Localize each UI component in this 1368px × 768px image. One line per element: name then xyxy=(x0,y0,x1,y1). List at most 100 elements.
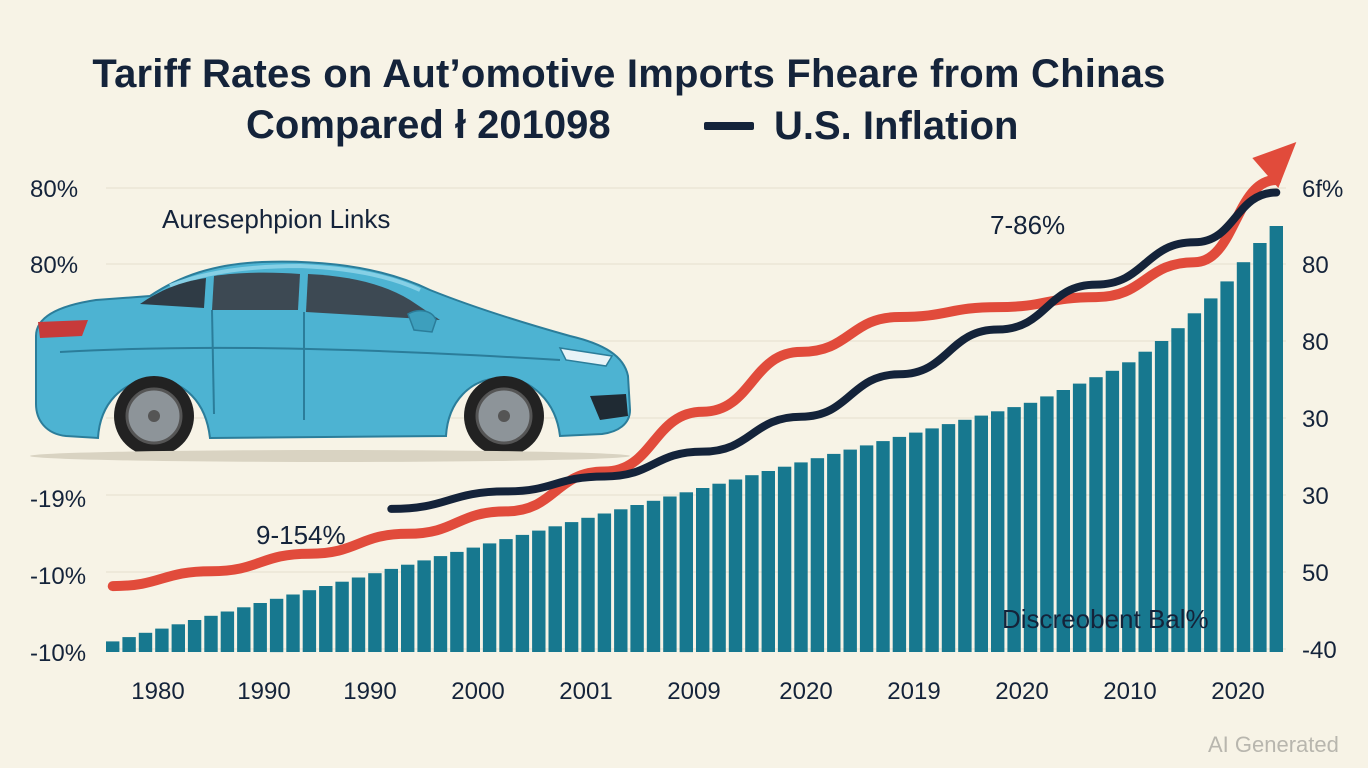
car-roof-highlight xyxy=(169,263,421,292)
bar xyxy=(319,586,333,652)
bar xyxy=(810,458,825,652)
bar xyxy=(892,436,907,652)
bar xyxy=(794,462,808,652)
bar xyxy=(335,581,349,652)
bar xyxy=(1056,390,1070,652)
bar xyxy=(1253,243,1267,652)
bar xyxy=(1089,377,1103,652)
bar xyxy=(286,594,300,652)
car-window-rear xyxy=(140,278,206,308)
bar xyxy=(564,522,579,652)
bar xyxy=(204,615,218,652)
bar xyxy=(581,517,595,652)
bar xyxy=(859,445,874,652)
y-right-tick: 6f% xyxy=(1302,176,1344,203)
bar xyxy=(466,547,480,652)
bar xyxy=(1023,402,1038,652)
car-hub-front xyxy=(498,410,510,422)
bar xyxy=(696,488,710,652)
x-tick: 1980 xyxy=(131,678,185,705)
bar xyxy=(827,453,841,652)
bar xyxy=(1154,341,1169,652)
bar xyxy=(237,607,251,652)
bar xyxy=(991,411,1005,652)
tariff-line xyxy=(107,175,1282,592)
bar xyxy=(1204,298,1218,652)
bar xyxy=(1187,313,1202,652)
watermark: AI Generated xyxy=(1208,732,1339,757)
bar xyxy=(761,471,775,652)
bar-series xyxy=(106,226,1283,653)
bar xyxy=(745,475,759,652)
car-window-front xyxy=(306,274,440,320)
bar xyxy=(532,530,546,652)
car-door-line-1 xyxy=(211,309,215,415)
y-right-tick: -40 xyxy=(1302,637,1337,664)
bar xyxy=(351,577,366,652)
bar xyxy=(450,551,464,652)
car-mirror xyxy=(407,309,437,333)
bar xyxy=(843,449,857,652)
chart-title: Tariff Rates on Aut’omotive Imports Fhea… xyxy=(92,52,1166,96)
x-tick: 2000 xyxy=(451,678,505,705)
x-tick: 2020 xyxy=(1211,678,1265,705)
bar xyxy=(1122,362,1136,652)
bar xyxy=(1220,281,1234,652)
bar xyxy=(941,424,956,652)
bar xyxy=(630,505,644,652)
x-tick: 2010 xyxy=(1103,678,1157,705)
x-tick: 2020 xyxy=(779,678,833,705)
bar xyxy=(433,556,448,652)
bar xyxy=(1138,351,1152,652)
y-left-tick: -10% xyxy=(30,563,87,590)
bar xyxy=(974,415,988,652)
bar xyxy=(253,603,267,652)
bar xyxy=(515,534,530,652)
bar xyxy=(876,441,890,652)
bar xyxy=(925,428,939,652)
car-grille xyxy=(590,394,628,420)
bar xyxy=(909,432,923,652)
tariff-arrowhead xyxy=(1252,142,1297,188)
legend-swatch-inflation xyxy=(704,122,754,130)
y-right-tick: 80 xyxy=(1302,329,1329,356)
bar xyxy=(1007,407,1021,652)
annotation-start-percent: 9-154% xyxy=(256,520,346,550)
bar xyxy=(777,466,792,652)
bar xyxy=(679,492,693,653)
bar xyxy=(663,496,677,652)
annotation-auresephpion: Auresephpion Links xyxy=(162,204,391,234)
bar xyxy=(384,568,398,652)
y-right-tick: 30 xyxy=(1302,483,1329,510)
bar xyxy=(499,539,513,652)
bar xyxy=(155,628,169,652)
y-left-tick: -19% xyxy=(30,486,87,513)
bar xyxy=(106,641,120,652)
car-hub-rear xyxy=(148,410,160,422)
car-head-light xyxy=(558,347,614,367)
bar xyxy=(482,543,497,652)
annotation-peak-percent: 7-86% xyxy=(990,210,1066,240)
bar xyxy=(269,598,284,653)
x-tick: 2019 xyxy=(887,678,941,705)
x-tick: 2009 xyxy=(667,678,721,705)
bar xyxy=(1171,328,1185,652)
bar xyxy=(417,560,431,652)
car-shadow xyxy=(30,450,630,462)
bar xyxy=(302,590,317,652)
bar xyxy=(187,620,202,652)
legend-label-inflation: U.S. Inflation xyxy=(774,103,1019,148)
bar xyxy=(171,624,185,652)
bar xyxy=(958,419,972,652)
bar xyxy=(1269,226,1283,652)
car-tail-light xyxy=(38,320,88,338)
car-window-front-rear xyxy=(212,272,300,310)
bar xyxy=(1040,396,1054,652)
bar xyxy=(368,573,382,652)
bar xyxy=(138,632,153,652)
bar xyxy=(646,500,661,652)
bar xyxy=(1105,370,1120,652)
legend: U.S. Inflation xyxy=(704,103,1018,149)
bar xyxy=(597,513,612,652)
